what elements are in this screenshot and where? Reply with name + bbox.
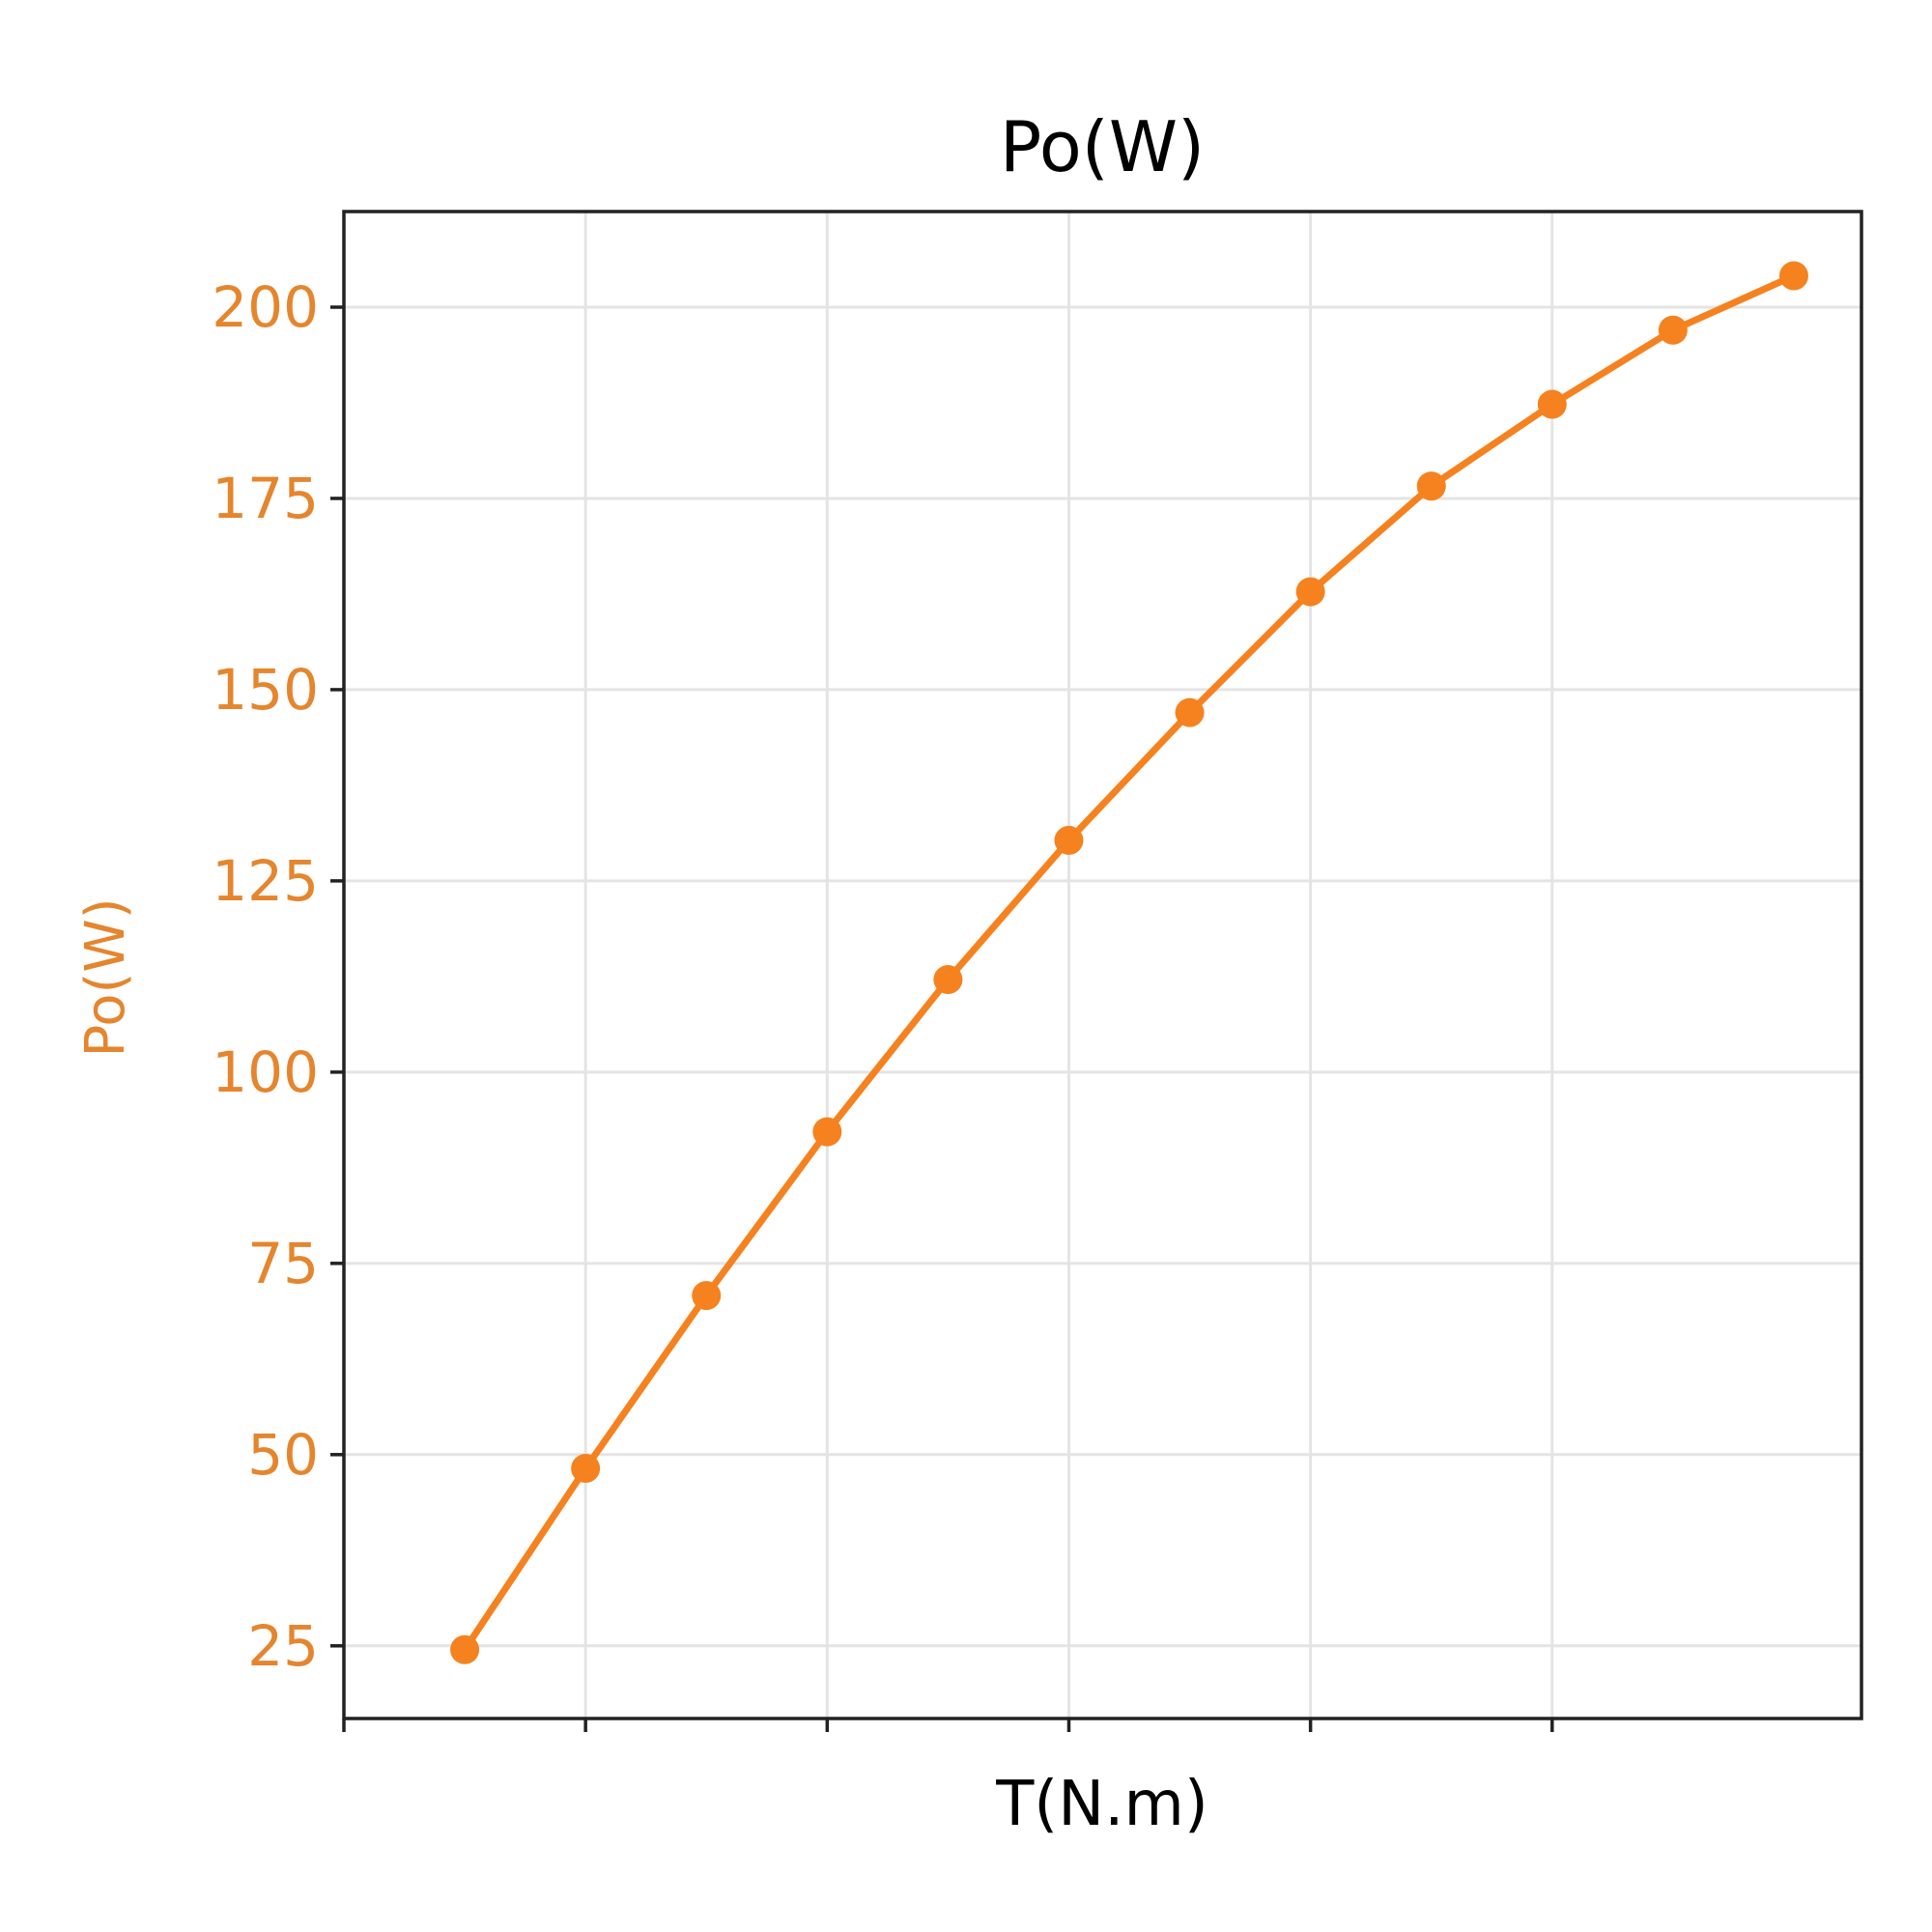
data-point [1416, 471, 1446, 501]
y-tick-label: 125 [212, 848, 319, 914]
data-point [1295, 577, 1325, 607]
data-point [1537, 389, 1567, 419]
chart-title: Po(W) [1000, 106, 1205, 187]
data-point [812, 1117, 842, 1147]
y-tick-label: 175 [212, 466, 319, 531]
y-tick-label: 75 [247, 1231, 319, 1296]
y-tick-label: 25 [247, 1613, 319, 1679]
grid [344, 212, 1861, 1719]
data-point [1054, 825, 1084, 855]
ticks: 25 50 75 100 125 150 175 200 [212, 274, 1554, 1732]
data-point [1175, 697, 1205, 727]
data-point [1778, 261, 1808, 291]
x-axis-label: T(N.m) [995, 1769, 1208, 1840]
y-tick-label: 200 [212, 274, 319, 340]
y-axis-label: Po(W) [74, 897, 137, 1057]
y-tick-label: 150 [212, 657, 319, 723]
data-point [450, 1634, 480, 1664]
data-point [933, 965, 963, 995]
series-line [461, 272, 1798, 1654]
series-layer [450, 261, 1808, 1664]
data-point [1658, 315, 1688, 345]
data-point [571, 1454, 601, 1484]
plot-frame [342, 210, 1863, 1720]
data-point [692, 1281, 722, 1311]
y-tick-label: 100 [212, 1039, 319, 1105]
y-tick-label: 50 [247, 1422, 319, 1488]
